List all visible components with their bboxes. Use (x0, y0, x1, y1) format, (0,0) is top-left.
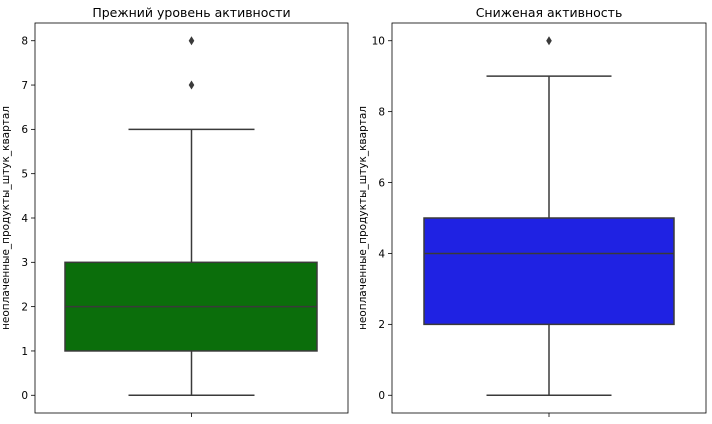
y-tick-label: 0 (21, 390, 28, 402)
y-axis-label: неоплаченные_продукты_штук_квартал (0, 106, 12, 330)
y-tick-label: 1 (21, 346, 28, 358)
iqr-box (423, 217, 675, 326)
y-axis-label: неоплаченные_продукты_штук_квартал (357, 106, 369, 330)
plot-frame (391, 22, 707, 414)
y-tick-label: 4 (378, 248, 385, 260)
y-tick-label: 2 (378, 319, 385, 331)
chart-panel-2: Сниженая активность неоплаченные_продукты… (357, 5, 707, 417)
y-tick-label: 0 (378, 390, 385, 402)
y-tick-label: 8 (21, 36, 28, 48)
y-tick-label: 8 (378, 106, 385, 118)
y-tick-label: 4 (21, 213, 28, 225)
chart-title: Прежний уровень активности (92, 5, 290, 20)
y-tick-label: 10 (372, 36, 385, 48)
outlier-point (188, 80, 195, 90)
y-tick-label: 3 (21, 257, 28, 269)
outlier-point (188, 36, 195, 46)
y-tick-label: 6 (378, 177, 385, 189)
chart-panel-1: Прежний уровень активности неоплаченные_п… (0, 5, 349, 417)
plot-frame (34, 22, 349, 414)
outlier-point (546, 36, 552, 46)
y-tick-label: 7 (21, 80, 28, 92)
chart-title: Сниженая активность (476, 5, 623, 20)
y-tick-label: 2 (21, 301, 28, 313)
y-tick-label: 5 (21, 168, 28, 180)
y-tick-label: 6 (21, 124, 28, 136)
